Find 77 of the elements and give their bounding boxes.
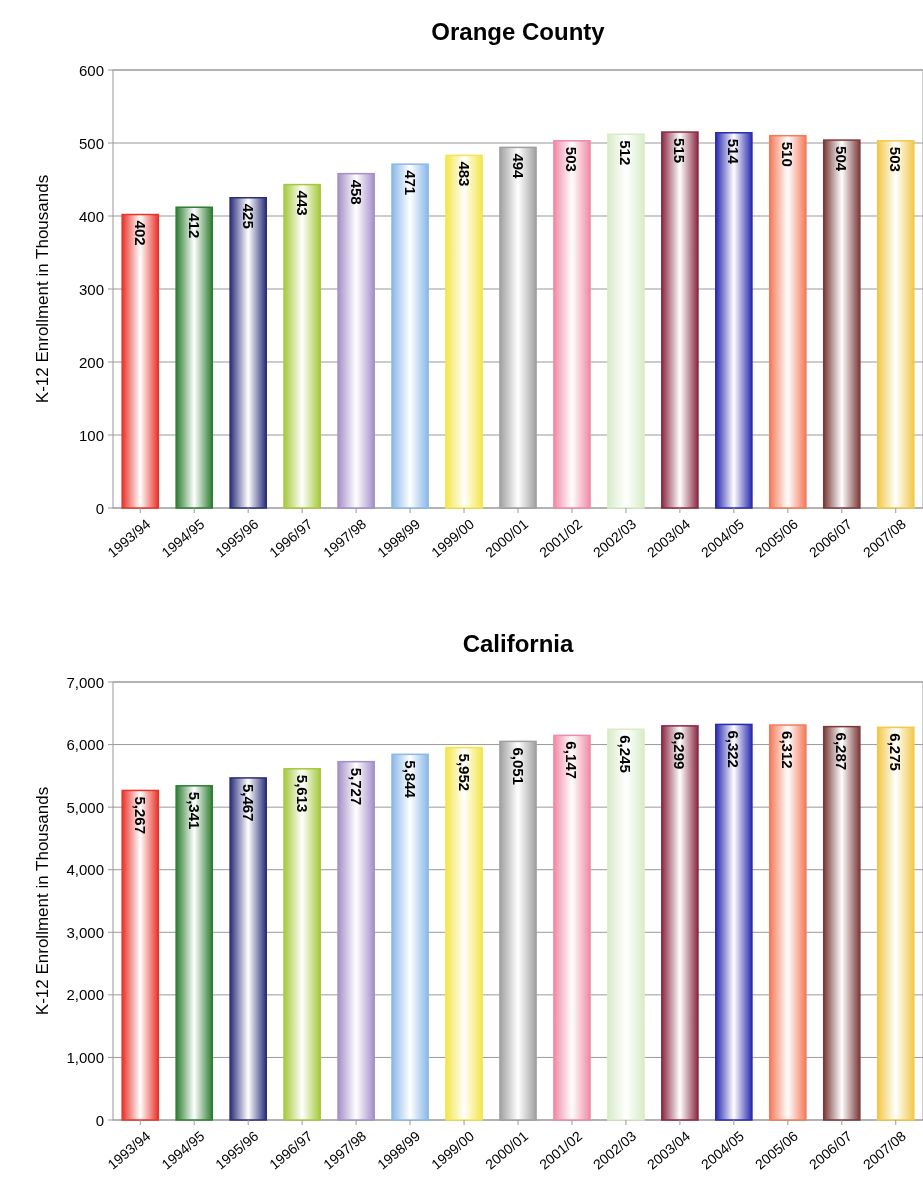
bar [607,133,645,509]
bar [391,753,429,1121]
data-label: 412 [185,213,203,239]
y-tick-label: 5,000 [66,798,104,816]
data-label: 483 [455,161,473,187]
y-tick-label: 200 [78,353,104,371]
data-label: 6,287 [833,732,851,771]
data-label: 5,613 [293,774,311,813]
data-label: 512 [617,140,635,166]
y-axis-title: K-12 Enrollment in Thousands [33,174,52,404]
data-label: 515 [671,138,689,164]
data-label: 6,322 [725,730,743,768]
data-label: 503 [563,146,581,172]
bar [661,725,699,1121]
data-label: 5,844 [401,760,419,799]
bar [715,723,753,1121]
y-tick-label: 0 [95,499,104,517]
data-label: 6,312 [779,731,797,769]
bar [553,734,591,1121]
y-axis-title: K-12 Enrollment in Thousands [33,786,52,1016]
data-label: 5,727 [347,767,365,806]
y-tick-label: 1,000 [66,1048,104,1066]
y-tick-label: 6,000 [66,736,104,754]
y-tick-label: 4,000 [66,861,104,879]
data-label: 6,299 [671,731,689,770]
y-tick-label: 600 [78,61,104,79]
data-label: 443 [293,190,311,216]
bar [822,139,861,509]
bar [121,789,160,1121]
data-label: 5,467 [239,783,257,822]
bar [445,154,483,509]
data-label: 5,267 [131,796,149,834]
chart-title: Orange County [431,18,606,45]
data-label: 494 [509,153,527,180]
bar [661,131,699,509]
bar [121,213,160,509]
bar [283,183,321,509]
bar [229,197,268,509]
data-label: 6,147 [563,741,581,779]
bar [391,163,429,509]
y-tick-label: 0 [95,1111,104,1129]
bar [445,746,483,1121]
y-tick-label: 300 [78,280,104,298]
bar [175,785,214,1121]
data-label: 510 [779,141,797,167]
y-tick-label: 7,000 [66,673,104,691]
data-label: 425 [239,203,257,229]
data-label: 504 [833,146,851,172]
data-label: 503 [887,146,905,172]
y-tick-label: 500 [78,134,104,152]
chart-title: California [462,630,574,657]
data-label: 5,952 [455,753,473,792]
y-tick-label: 100 [78,426,104,444]
bar [607,728,645,1121]
data-label: 6,051 [509,747,527,785]
bar [876,140,915,509]
bar [553,140,591,509]
data-label: 402 [131,220,149,246]
y-tick-label: 400 [78,207,104,225]
y-tick-label: 2,000 [66,986,104,1004]
bar [175,206,214,509]
bar [768,724,807,1121]
bar [337,172,375,509]
data-label: 458 [347,179,365,205]
data-label: 514 [725,138,743,165]
bar [283,768,321,1121]
data-label: 6,245 [617,735,635,773]
bar [768,134,807,509]
bar [822,725,861,1121]
bar [337,760,375,1121]
data-label: 5,341 [185,791,203,830]
bar [229,777,268,1121]
data-label: 471 [401,170,419,196]
y-tick-label: 3,000 [66,923,104,941]
bar [715,132,753,509]
data-label: 6,275 [887,733,905,771]
bar [876,726,915,1121]
